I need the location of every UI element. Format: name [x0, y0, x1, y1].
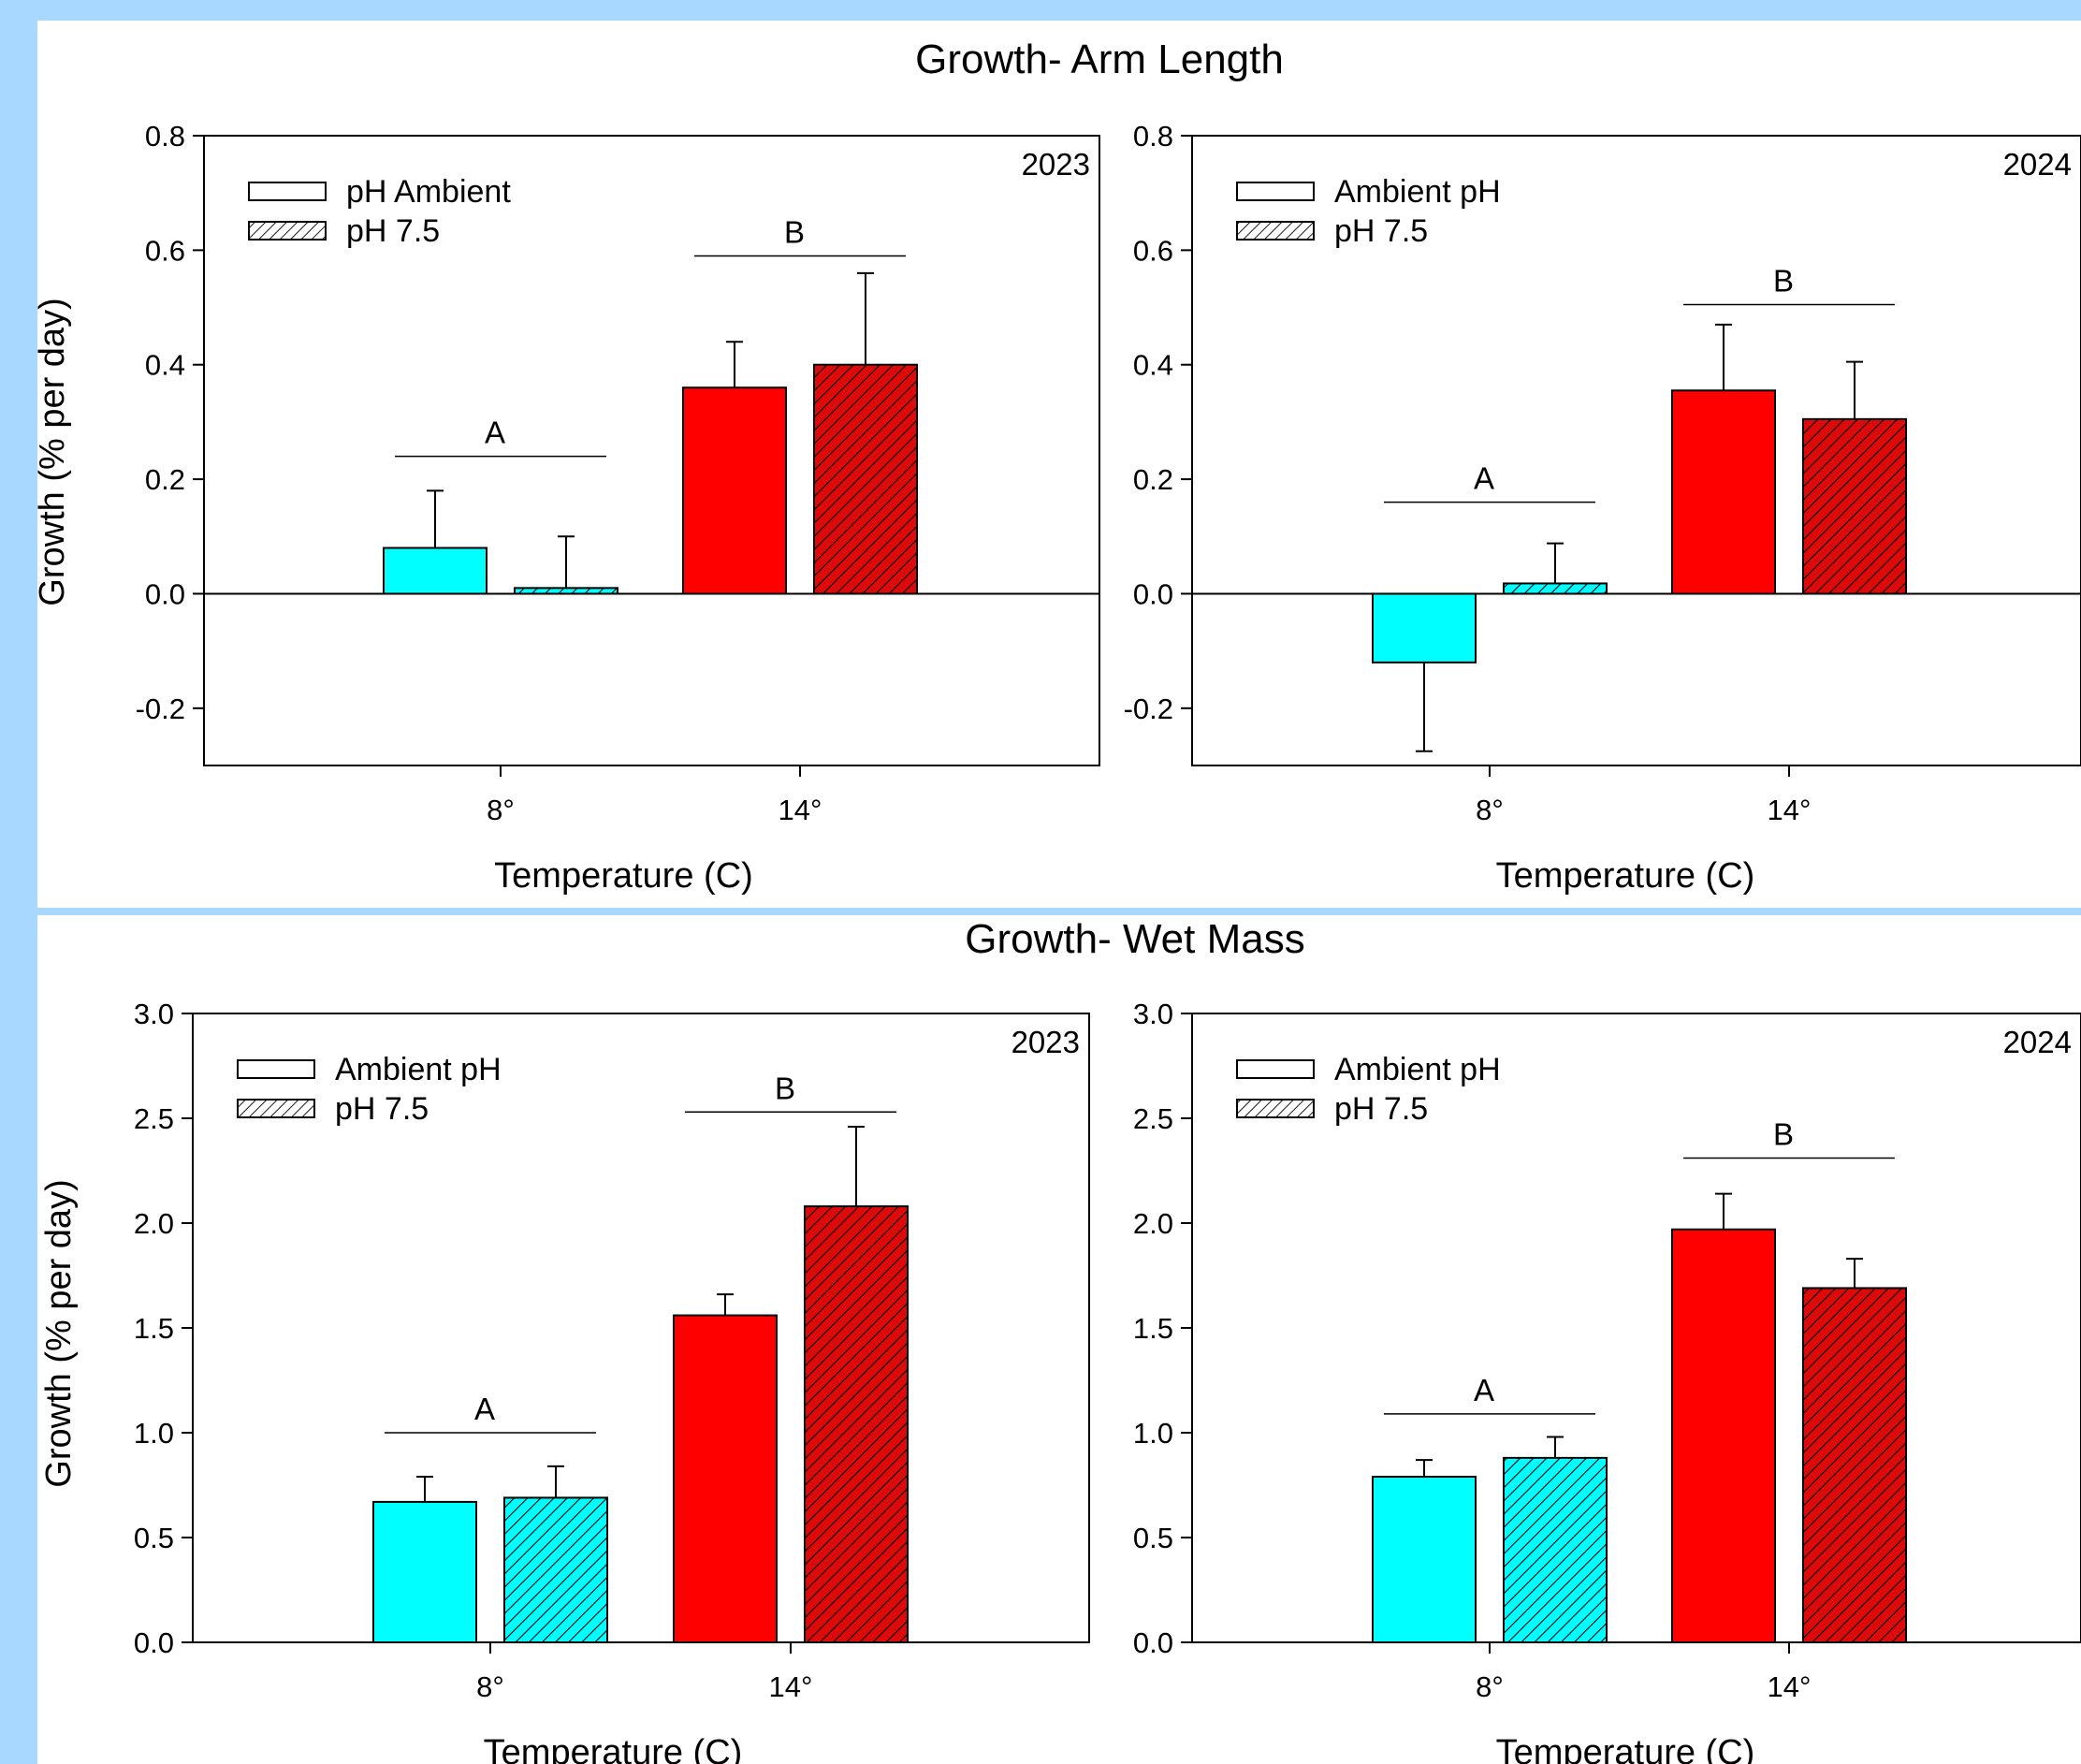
- y-tick-label: 0.4: [145, 349, 185, 382]
- y-tick-label: 1.0: [134, 1417, 174, 1450]
- y-tick-label: 0.0: [1133, 1626, 1173, 1659]
- y-tick-label: 1.0: [1133, 1417, 1173, 1450]
- y-tick-label: 2.0: [134, 1207, 174, 1240]
- group-letter: B: [784, 214, 805, 249]
- plot-frame: [203, 135, 1100, 766]
- panel-year-label: 2024: [2003, 1025, 2072, 1059]
- bar-ph75-14c: [804, 1205, 909, 1643]
- bar-ph75-8c: [1503, 1456, 1608, 1643]
- y-tick-label: 0.0: [134, 1626, 174, 1659]
- bar-ph75-8c: [503, 1496, 608, 1643]
- chart-1: -0.2 0.0 0.2 0.4 0.6 0.8 8° 14° Temperature (C) G…: [33, 120, 1100, 896]
- panel-year-label: 2024: [2003, 147, 2072, 182]
- bar-ambient-14c: [1671, 1228, 1776, 1643]
- y-tick-label: 0.5: [1133, 1522, 1173, 1554]
- y-tick-label: 0.0: [1133, 577, 1173, 610]
- bar-ambient-14c: [682, 386, 787, 595]
- bar-ph75-14c: [1802, 417, 1907, 595]
- y-tick-label: 0.8: [1133, 120, 1173, 153]
- legend-swatch: [237, 1099, 315, 1118]
- group-letter: B: [1773, 1117, 1794, 1152]
- bar-ph75-14c: [1802, 1287, 1907, 1643]
- y-tick-label: 0.6: [145, 234, 185, 267]
- y-tick-label: 3.0: [1133, 998, 1173, 1030]
- plot-frame: [192, 1013, 1090, 1643]
- legend-swatch: [1236, 182, 1315, 201]
- panel-year-label: 2023: [1011, 1025, 1080, 1059]
- y-tick-label: 2.5: [134, 1102, 174, 1135]
- y-tick-label: 0.0: [145, 577, 185, 610]
- legend-label: pH 7.5: [1334, 1091, 1428, 1127]
- x-tick-label: 8°: [487, 794, 515, 826]
- y-tick-label: 0.6: [1133, 234, 1173, 267]
- legend-label: pH 7.5: [335, 1091, 429, 1127]
- legend-swatch: [248, 182, 327, 201]
- x-axis-label: Temperature (C): [494, 856, 753, 896]
- chart-4: 0.0 0.5 1.0 1.5 2.0 2.5 3.0 8° 14° Temperature (C…: [1133, 998, 2081, 1764]
- group-letter: B: [775, 1071, 795, 1105]
- x-tick-label: 8°: [1476, 794, 1504, 826]
- legend-swatch: [1236, 221, 1315, 241]
- plot-frame: [1191, 1013, 2081, 1643]
- x-tick-label: 14°: [1768, 794, 1812, 826]
- x-tick-label: 14°: [1768, 1670, 1812, 1703]
- y-tick-label: 0.2: [145, 463, 185, 496]
- bar-ambient-14c: [1671, 389, 1776, 595]
- bar-ambient-8c: [372, 1500, 477, 1644]
- legend-label: pH Ambient: [346, 174, 511, 210]
- legend-label: Ambient pH: [1334, 1052, 1501, 1087]
- y-tick-label: 0.8: [145, 120, 185, 153]
- legend-swatch: [1236, 1099, 1315, 1118]
- section-title-arm-length: Growth- Arm Length: [915, 36, 1284, 82]
- x-tick-label: 14°: [769, 1670, 813, 1703]
- bar-ambient-8c: [383, 547, 488, 595]
- y-tick-label: -0.2: [1124, 692, 1173, 725]
- plot-frame: [1191, 135, 2081, 766]
- bar-ambient-14c: [673, 1314, 778, 1644]
- group-letter: A: [474, 1392, 495, 1426]
- x-tick-label: 8°: [476, 1670, 504, 1703]
- panel-year-label: 2023: [1022, 147, 1090, 182]
- legend-label: Ambient pH: [335, 1052, 502, 1087]
- legend-swatch: [248, 221, 327, 241]
- x-axis-label: Temperature (C): [1496, 1733, 1755, 1764]
- bar-ambient-8c: [1372, 1476, 1477, 1644]
- y-tick-label: 0.4: [1133, 349, 1173, 382]
- bar-ph75-8c: [1503, 582, 1608, 595]
- legend-label: pH 7.5: [1334, 213, 1428, 249]
- x-tick-label: 14°: [779, 794, 822, 826]
- legend-swatch: [237, 1059, 315, 1079]
- y-axis-label: Growth (% per day): [33, 298, 72, 605]
- group-letter: B: [1773, 263, 1794, 298]
- group-letter: A: [1474, 1373, 1494, 1407]
- bar-ambient-8c: [1372, 592, 1477, 663]
- charts-layer: -0.2 0.0 0.2 0.4 0.6 0.8 8° 14° Temperature (C) G…: [33, 120, 2081, 1764]
- x-axis-label: Temperature (C): [1496, 856, 1755, 896]
- y-tick-label: 2.5: [1133, 1102, 1173, 1135]
- y-tick-label: 0.5: [134, 1522, 174, 1554]
- bar-ph75-14c: [813, 363, 918, 595]
- y-tick-label: 1.5: [1133, 1312, 1173, 1345]
- group-letter: A: [1474, 461, 1494, 496]
- group-letter: A: [485, 415, 505, 450]
- chart-3: 0.0 0.5 1.0 1.5 2.0 2.5 3.0 8° 14° Temperature (C…: [39, 998, 1090, 1764]
- legend-label: Ambient pH: [1334, 174, 1501, 210]
- y-tick-label: 3.0: [134, 998, 174, 1030]
- y-tick-label: 2.0: [1133, 1207, 1173, 1240]
- chart-2: -0.2 0.0 0.2 0.4 0.6 0.8 8° 14° Temperature (C) 2…: [1124, 120, 2081, 896]
- y-tick-label: -0.2: [136, 692, 185, 725]
- legend-label: pH 7.5: [346, 213, 440, 249]
- section-title-wet-mass: Growth- Wet Mass: [965, 916, 1304, 962]
- bar-ph75-8c: [514, 587, 618, 595]
- x-tick-label: 8°: [1476, 1670, 1504, 1703]
- legend-swatch: [1236, 1059, 1315, 1079]
- y-axis-label: Growth (% per day): [39, 1179, 79, 1487]
- y-tick-label: 0.2: [1133, 463, 1173, 496]
- y-tick-label: 1.5: [134, 1312, 174, 1345]
- x-axis-label: Temperature (C): [484, 1733, 743, 1764]
